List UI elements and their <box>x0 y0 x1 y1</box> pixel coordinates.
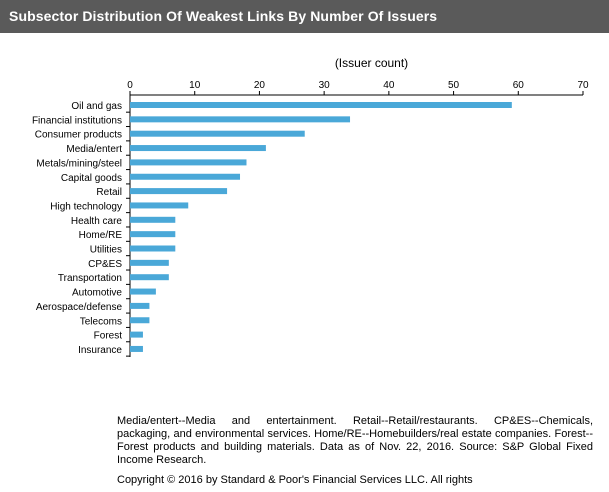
bar <box>130 345 143 352</box>
axis-label: (Issuer count) <box>335 56 408 70</box>
bar <box>130 116 351 123</box>
category-label: Insurance <box>78 345 122 356</box>
bar <box>130 102 512 108</box>
bar <box>130 274 169 281</box>
bar <box>130 288 156 295</box>
category-label: High technology <box>50 201 122 212</box>
copyright-notice: Copyright © 2016 by Standard & Poor's Fi… <box>117 474 473 486</box>
footnotes: Media/entert--Media and entertainment. R… <box>117 415 593 466</box>
category-label: Telecoms <box>80 316 122 327</box>
category-label: Automotive <box>72 288 122 299</box>
category-label: Forest <box>94 331 123 342</box>
bar <box>130 216 176 223</box>
bar <box>130 302 150 309</box>
x-tick-label: 30 <box>319 80 331 91</box>
bar <box>130 130 305 137</box>
bar <box>130 173 241 180</box>
category-label: Utilities <box>90 245 122 256</box>
bar <box>130 317 150 324</box>
chart-title: Subsector Distribution Of Weakest Links … <box>9 8 438 24</box>
category-label: Capital goods <box>61 173 122 184</box>
bar <box>130 231 176 238</box>
category-label: Health care <box>71 216 123 227</box>
bar-chart: (Issuer count) 0 10 20 30 40 50 60 70 Oil and gas… <box>32 56 589 357</box>
x-tick-label: 20 <box>254 80 266 91</box>
category-label: Oil and gas <box>71 101 122 112</box>
bar <box>130 188 228 195</box>
category-label: Financial institutions <box>32 115 122 126</box>
category-label: Aerospace/defense <box>36 302 123 313</box>
category-label: CP&ES <box>88 259 122 270</box>
category-label: Transportation <box>58 273 122 284</box>
x-tick-label: 60 <box>513 80 525 91</box>
bar <box>130 331 143 338</box>
title-bar: Subsector Distribution Of Weakest Links … <box>0 0 609 33</box>
x-tick-label: 0 <box>127 80 133 91</box>
x-tick-label: 40 <box>383 80 395 91</box>
bar <box>130 245 176 252</box>
bar <box>130 259 169 266</box>
x-tick-label: 70 <box>577 80 589 91</box>
category-label: Retail <box>96 187 122 198</box>
category-label: Consumer products <box>35 130 122 141</box>
bar <box>130 159 247 166</box>
x-tick-label: 10 <box>189 80 201 91</box>
bar <box>130 202 189 209</box>
category-label: Media/entert <box>66 144 122 155</box>
bar <box>130 145 266 152</box>
category-label: Home/RE <box>79 230 123 241</box>
x-tick-label: 50 <box>448 80 460 91</box>
category-label: Metals/mining/steel <box>36 158 122 169</box>
